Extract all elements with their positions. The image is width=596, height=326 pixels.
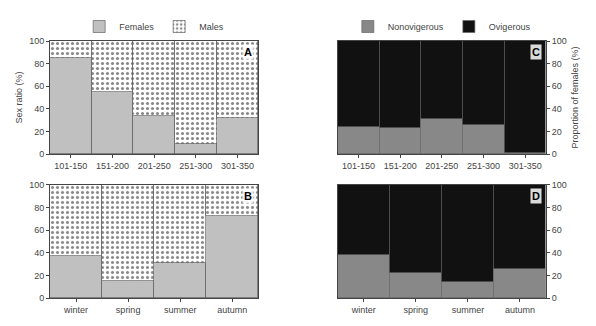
svg-text:Males: Males bbox=[199, 22, 224, 32]
svg-text:Proportion of females (%): Proportion of females (%) bbox=[571, 47, 581, 149]
svg-text:100: 100 bbox=[552, 180, 567, 190]
svg-text:100: 100 bbox=[29, 180, 44, 190]
svg-text:Nonovigerous: Nonovigerous bbox=[388, 22, 444, 32]
svg-text:autumn: autumn bbox=[505, 305, 535, 315]
svg-text:summer: summer bbox=[164, 305, 197, 315]
svg-text:100: 100 bbox=[552, 36, 567, 46]
svg-text:summer: summer bbox=[452, 305, 485, 315]
svg-text:80: 80 bbox=[552, 203, 562, 213]
svg-text:20: 20 bbox=[34, 271, 44, 281]
svg-text:winter: winter bbox=[351, 305, 376, 315]
svg-text:80: 80 bbox=[552, 59, 562, 69]
svg-text:201-250: 201-250 bbox=[138, 161, 171, 171]
svg-text:A: A bbox=[244, 46, 252, 58]
svg-text:100: 100 bbox=[29, 36, 44, 46]
svg-text:151-200: 151-200 bbox=[384, 161, 417, 171]
svg-text:151-200: 151-200 bbox=[96, 161, 129, 171]
svg-text:B: B bbox=[244, 190, 252, 202]
svg-text:Sex ratio (%): Sex ratio (%) bbox=[14, 72, 24, 124]
svg-text:winter: winter bbox=[63, 305, 88, 315]
svg-text:0: 0 bbox=[552, 149, 557, 159]
svg-text:80: 80 bbox=[34, 59, 44, 69]
svg-text:251-300: 251-300 bbox=[179, 161, 212, 171]
svg-text:D: D bbox=[532, 190, 540, 202]
svg-text:40: 40 bbox=[552, 104, 562, 114]
svg-text:20: 20 bbox=[552, 271, 562, 281]
svg-text:60: 60 bbox=[552, 225, 562, 235]
svg-text:60: 60 bbox=[34, 81, 44, 91]
svg-text:0: 0 bbox=[39, 149, 44, 159]
svg-text:40: 40 bbox=[552, 248, 562, 258]
svg-text:spring: spring bbox=[116, 305, 141, 315]
svg-text:60: 60 bbox=[34, 225, 44, 235]
svg-text:20: 20 bbox=[552, 127, 562, 137]
svg-text:20: 20 bbox=[34, 127, 44, 137]
svg-text:0: 0 bbox=[39, 293, 44, 303]
svg-text:301-350: 301-350 bbox=[221, 161, 254, 171]
svg-text:C: C bbox=[532, 46, 540, 58]
svg-text:251-300: 251-300 bbox=[467, 161, 500, 171]
svg-text:201-250: 201-250 bbox=[425, 161, 458, 171]
svg-text:spring: spring bbox=[404, 305, 429, 315]
svg-text:60: 60 bbox=[552, 81, 562, 91]
svg-text:autumn: autumn bbox=[217, 305, 247, 315]
svg-text:40: 40 bbox=[34, 104, 44, 114]
svg-text:101-150: 101-150 bbox=[54, 161, 87, 171]
svg-text:101-150: 101-150 bbox=[342, 161, 375, 171]
svg-text:0: 0 bbox=[552, 293, 557, 303]
svg-text:Females: Females bbox=[119, 22, 154, 32]
svg-text:40: 40 bbox=[34, 248, 44, 258]
svg-text:301-350: 301-350 bbox=[509, 161, 542, 171]
svg-text:Ovigerous: Ovigerous bbox=[489, 22, 531, 32]
svg-text:80: 80 bbox=[34, 203, 44, 213]
